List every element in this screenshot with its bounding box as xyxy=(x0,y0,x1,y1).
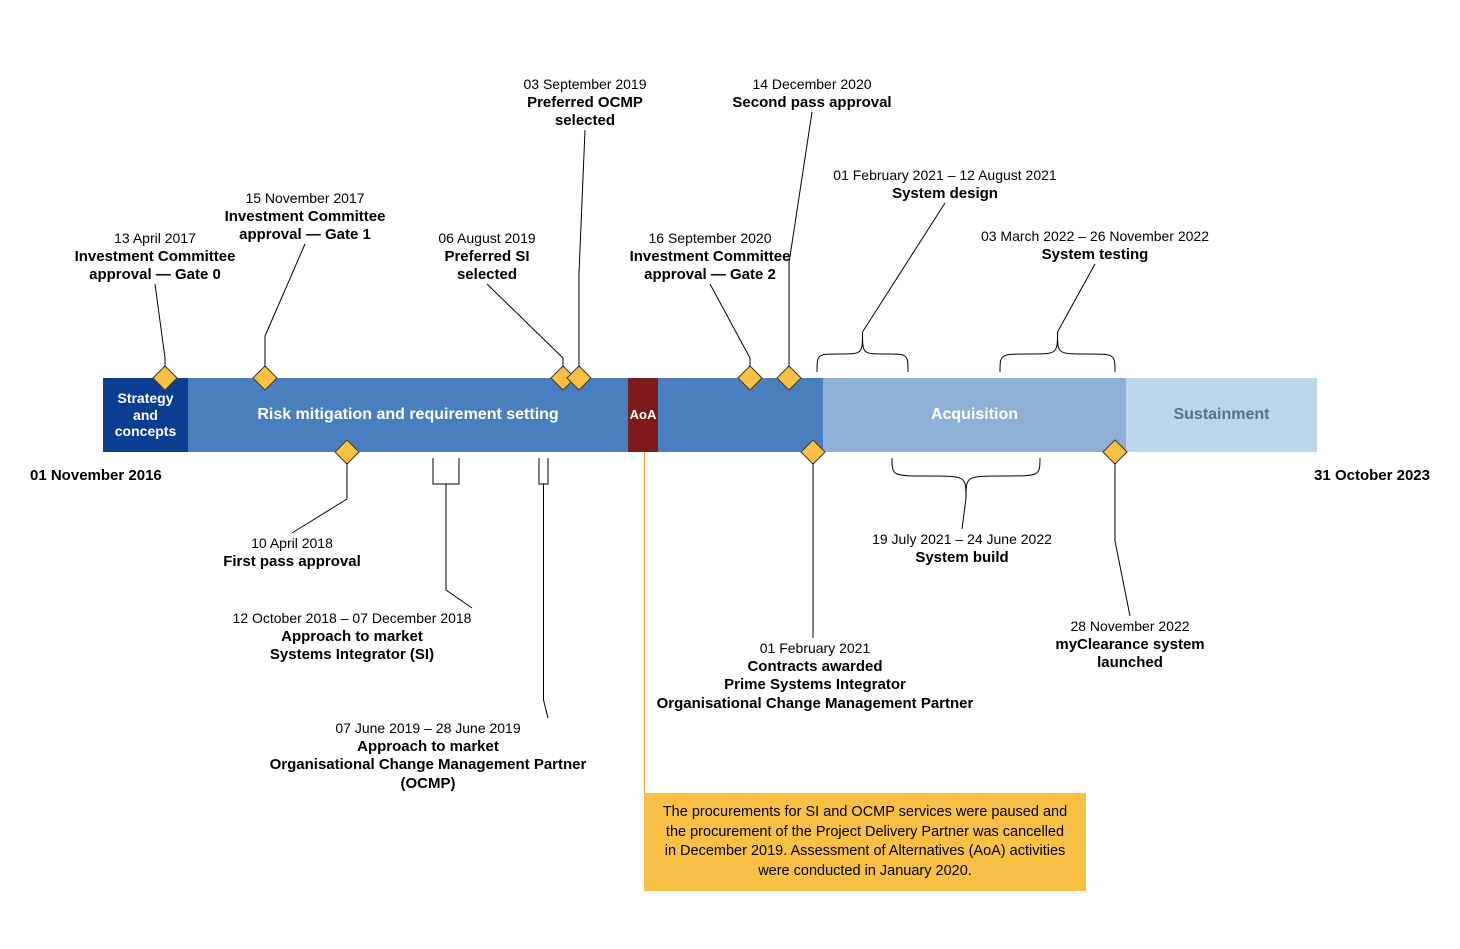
milestone-1st-pass: 10 April 2018First pass approval xyxy=(112,535,472,571)
milestone-si-atm: 12 October 2018 – 07 December 2018Approa… xyxy=(172,610,532,665)
milestone-contracts: 01 February 2021Contracts awardedPrime S… xyxy=(635,640,995,714)
milestone-2nd-pass: 14 December 2020Second pass approval xyxy=(632,76,992,112)
milestone-build: 19 July 2021 – 24 June 2022System build xyxy=(782,531,1142,567)
milestone-launch: 28 November 2022myClearance systemlaunch… xyxy=(950,618,1310,673)
milestone-design: 01 February 2021 – 12 August 2021System … xyxy=(765,167,1125,203)
milestone-ocmp-atm: 07 June 2019 – 28 June 2019Approach to m… xyxy=(248,720,608,794)
milestone-gate2: 16 September 2020Investment Committeeapp… xyxy=(530,230,890,285)
milestone-testing: 03 March 2022 – 26 November 2022System t… xyxy=(915,228,1275,264)
aoa-connector-line xyxy=(644,452,645,793)
aoa-note-box: The procurements for SI and OCMP service… xyxy=(644,793,1086,891)
